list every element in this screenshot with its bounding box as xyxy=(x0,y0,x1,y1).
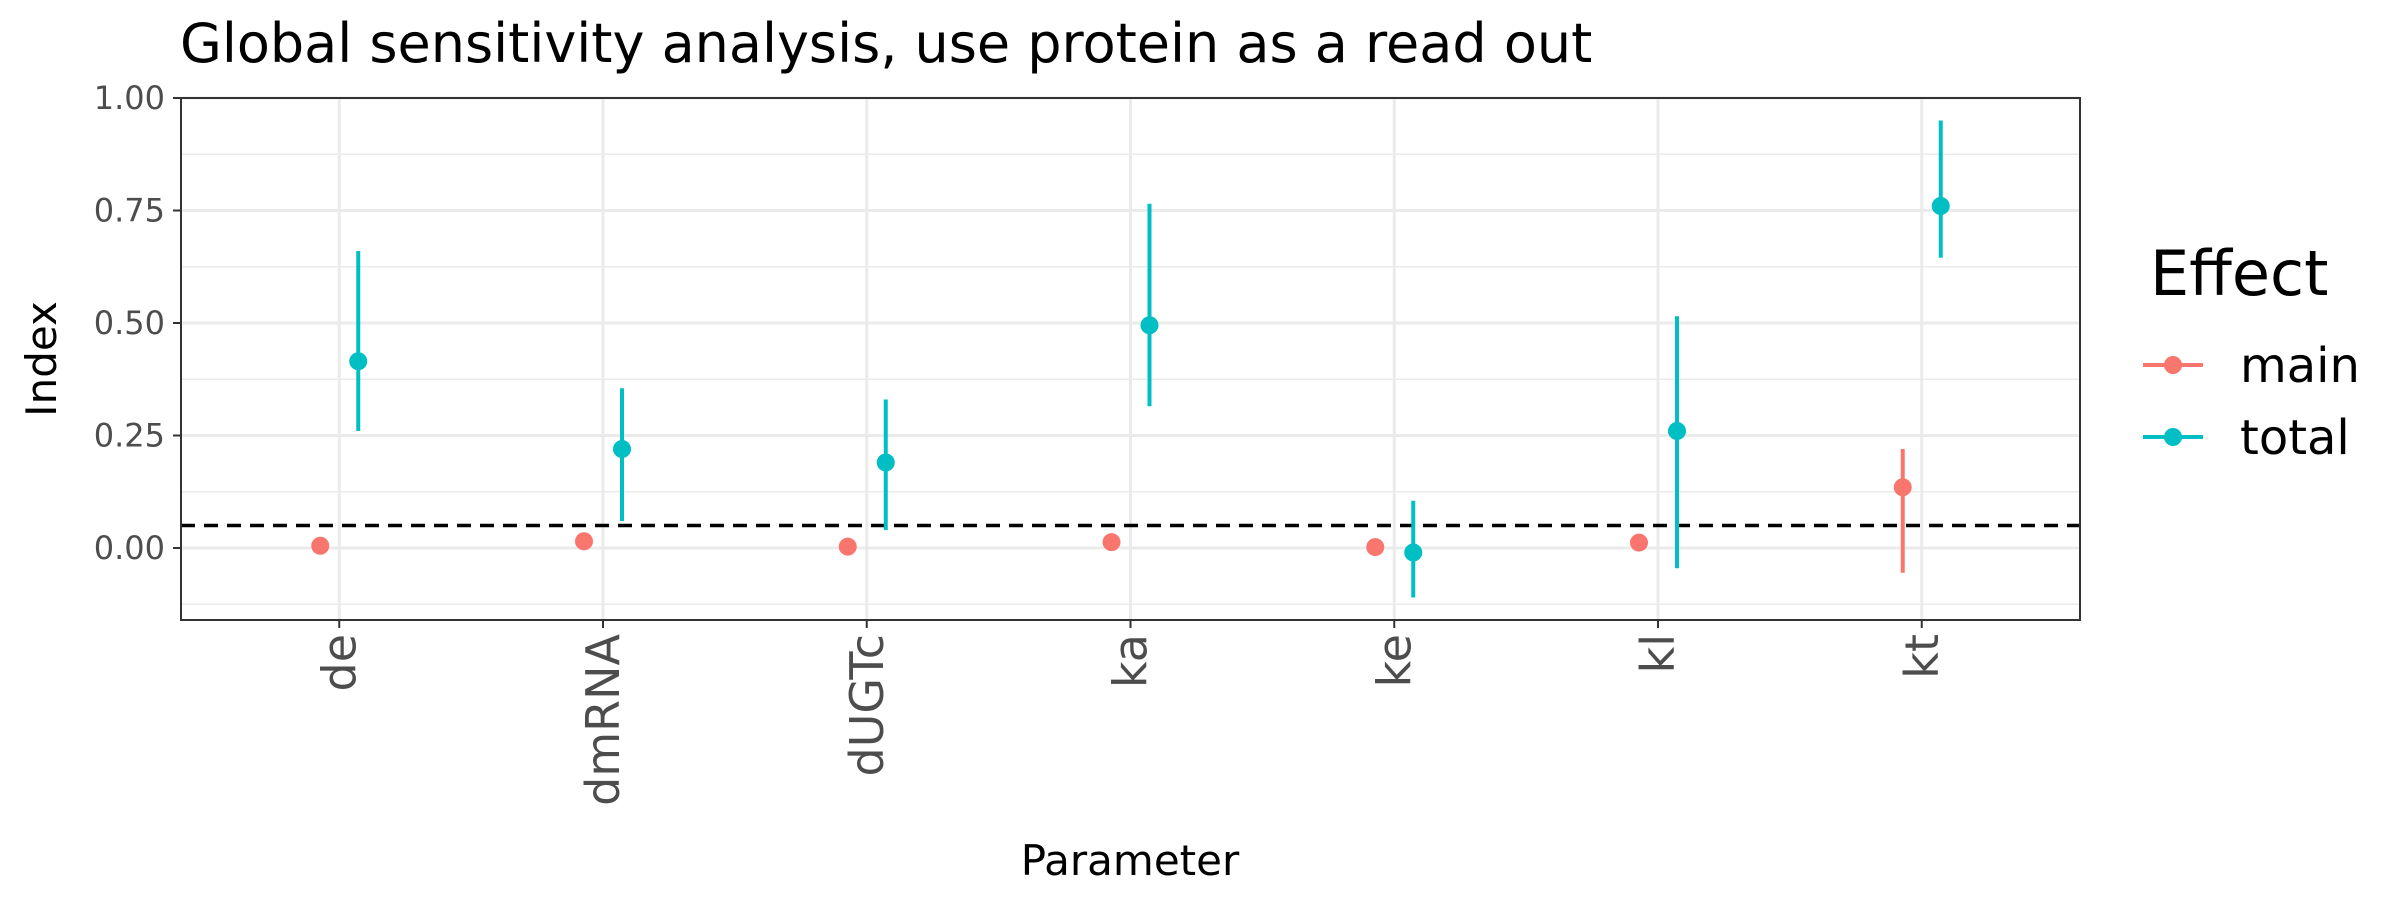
point-total-ke xyxy=(1404,543,1423,562)
legend-key-point-total xyxy=(2164,428,2182,446)
x-tick-label: dUGTc xyxy=(840,634,894,776)
point-total-dmRNA xyxy=(613,440,631,458)
point-main-de xyxy=(311,536,330,555)
data-layer xyxy=(311,120,1950,598)
point-total-de xyxy=(349,352,368,371)
point-main-dUGTc xyxy=(838,537,857,556)
y-tick-label: 1.00 xyxy=(94,79,165,117)
legend-label-main: main xyxy=(2240,338,2360,394)
x-axis-title: Parameter xyxy=(1021,836,1240,885)
point-total-dUGTc xyxy=(876,453,895,472)
x-axis: de dmRNA dUGTc ka ke kl kt xyxy=(312,620,1949,806)
legend-key-point-main xyxy=(2164,356,2182,374)
y-axis: 0.00 0.25 0.50 0.75 1.00 xyxy=(94,79,181,567)
y-tick-label: 0.25 xyxy=(94,417,165,455)
legend-label-total: total xyxy=(2240,410,2350,466)
y-tick-label: 0.75 xyxy=(94,192,165,230)
x-tick-label: kt xyxy=(1895,634,1949,679)
x-tick-label: kl xyxy=(1631,634,1685,673)
x-tick-label: ka xyxy=(1104,634,1158,688)
point-main-ke xyxy=(1366,538,1385,557)
point-total-kl xyxy=(1668,422,1686,440)
x-tick-label: de xyxy=(312,634,366,692)
y-axis-title: Index xyxy=(17,301,66,417)
point-total-ka xyxy=(1140,316,1159,335)
chart-title: Global sensitivity analysis, use protein… xyxy=(180,12,1592,75)
legend-items: main total xyxy=(2143,338,2360,466)
y-tick-label: 0.00 xyxy=(94,529,165,567)
legend: Effect main total xyxy=(2143,237,2360,466)
point-main-ka xyxy=(1102,533,1121,552)
x-tick-label: dmRNA xyxy=(576,633,630,805)
point-main-kt xyxy=(1893,478,1912,497)
x-tick-label: ke xyxy=(1367,634,1421,687)
point-main-dmRNA xyxy=(575,532,593,551)
legend-title: Effect xyxy=(2150,237,2328,310)
y-tick-label: 0.50 xyxy=(94,304,165,342)
point-total-kt xyxy=(1931,197,1950,215)
point-main-kl xyxy=(1630,533,1648,552)
